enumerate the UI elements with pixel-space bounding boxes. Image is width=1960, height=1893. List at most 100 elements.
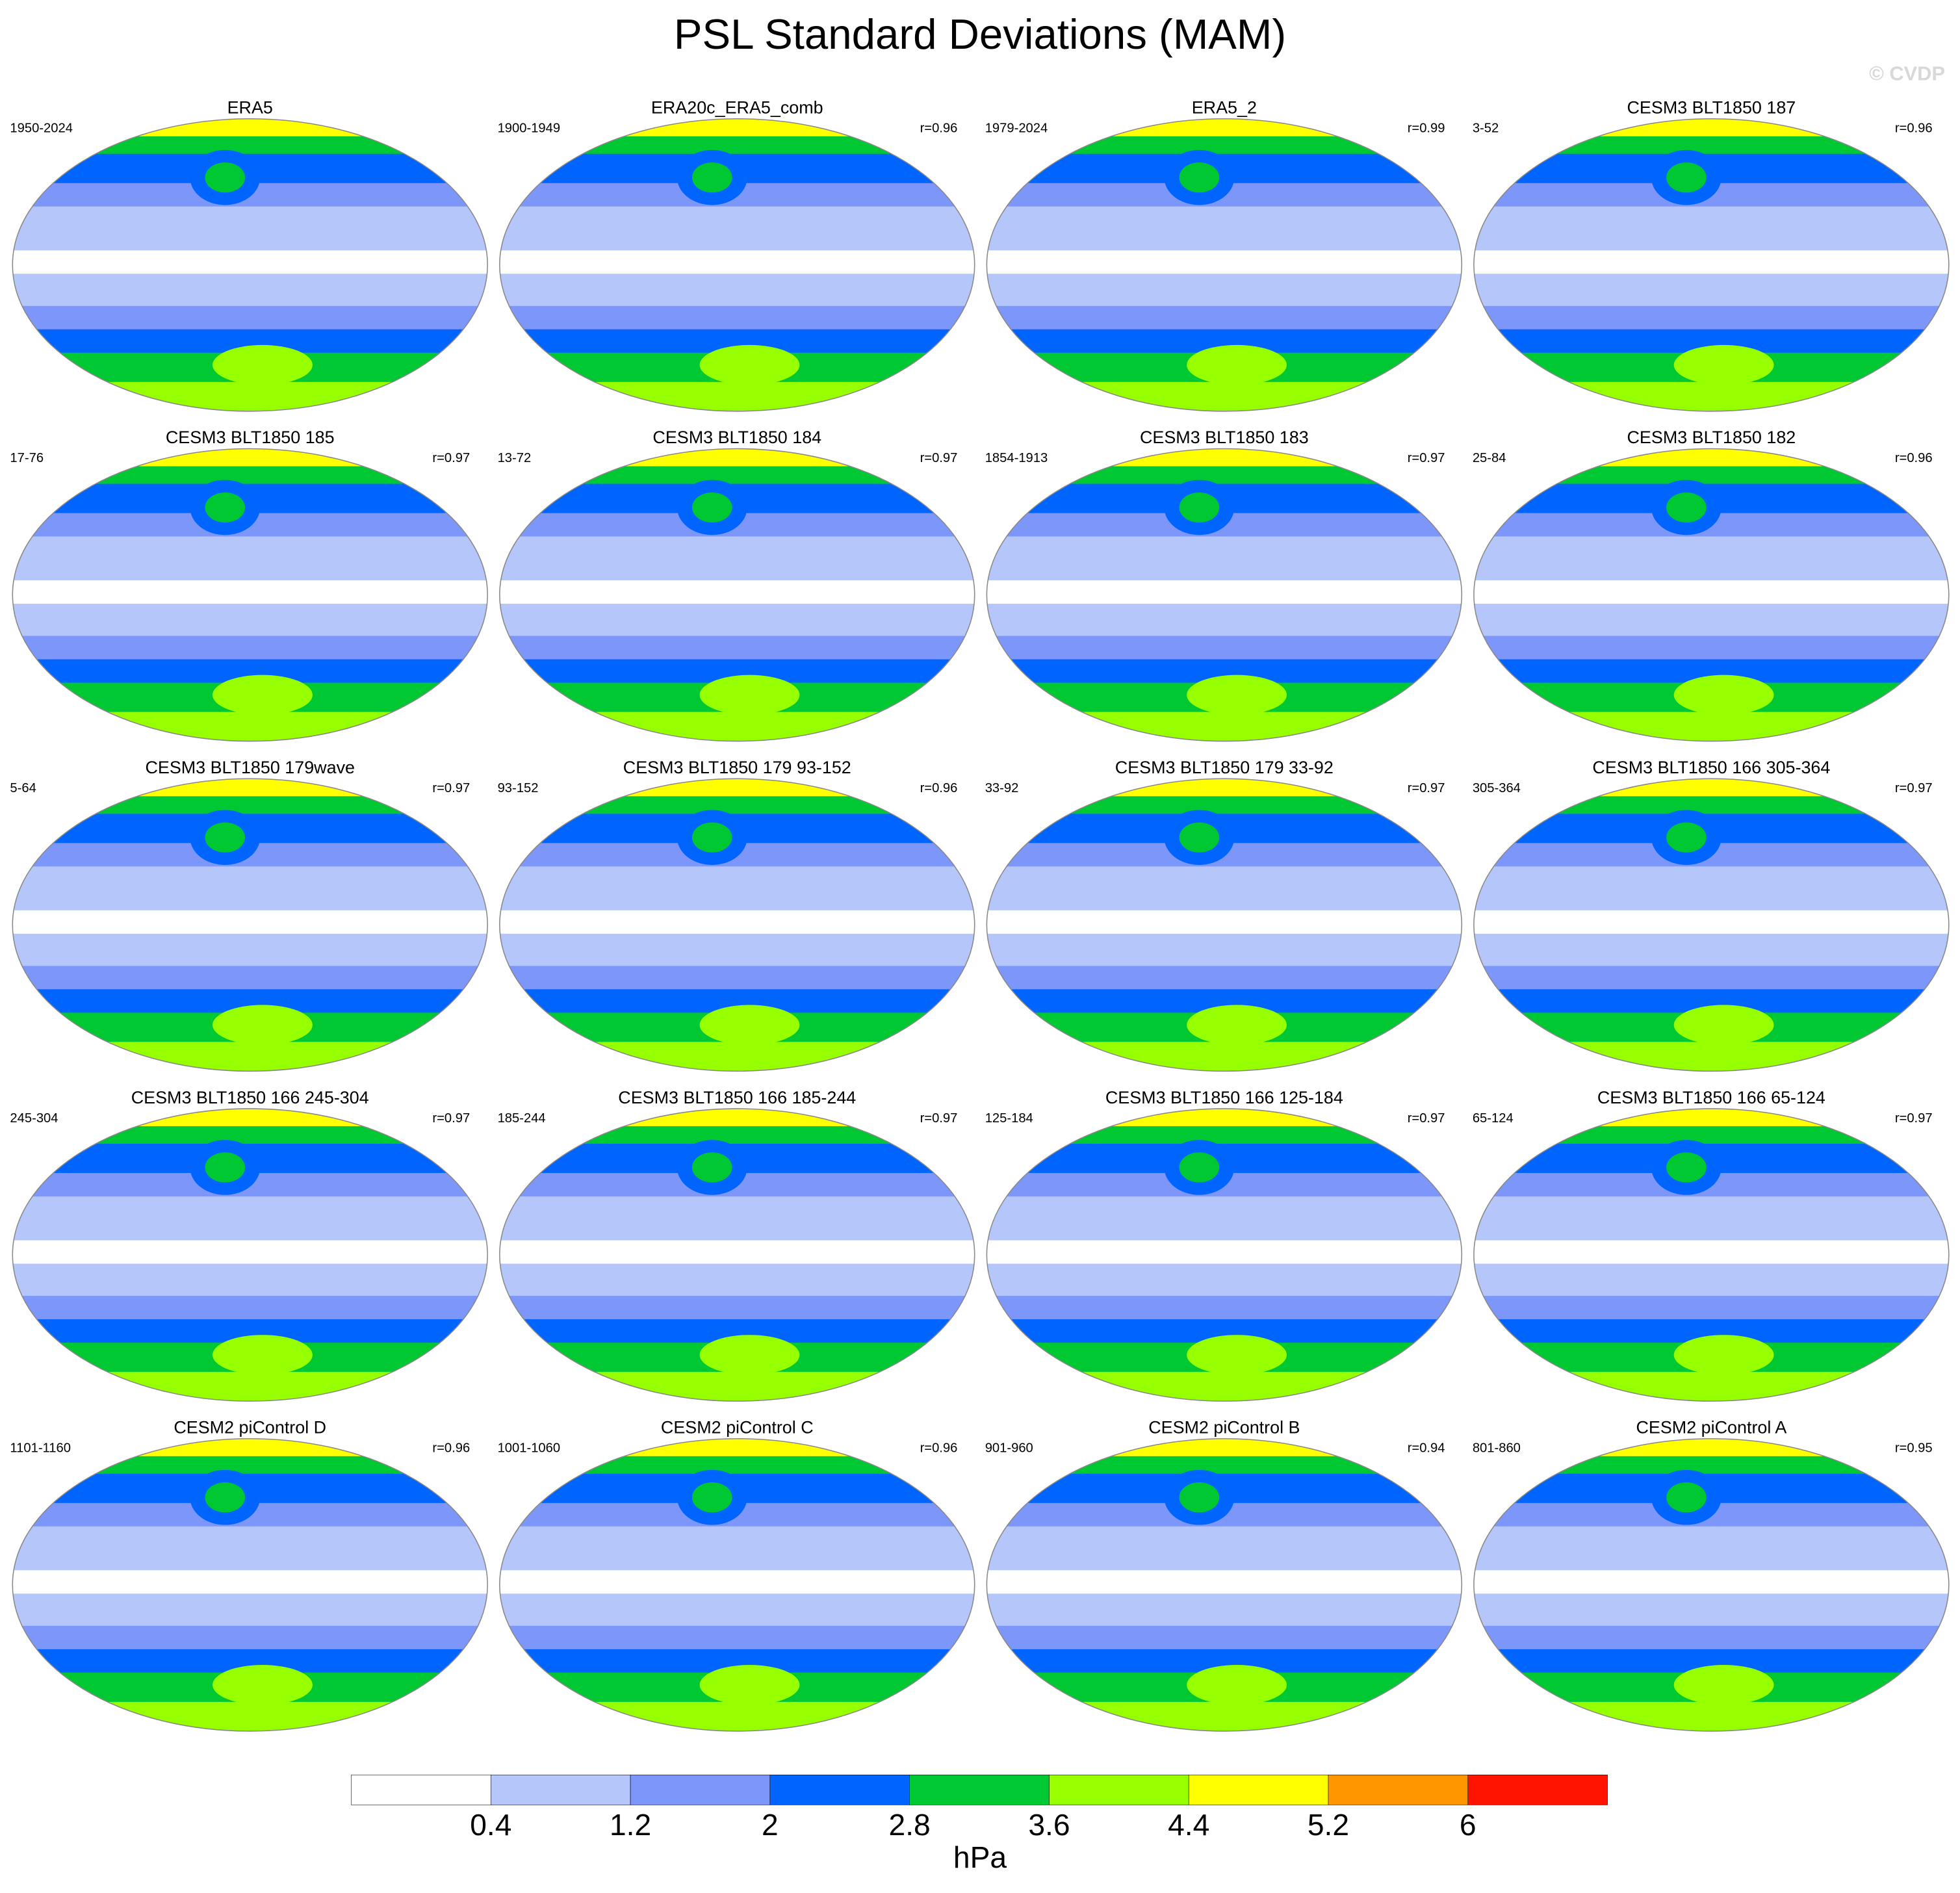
map-field bbox=[12, 118, 488, 411]
field-band bbox=[1473, 274, 1949, 307]
field-band bbox=[12, 779, 488, 797]
field-band bbox=[499, 1593, 975, 1627]
field-blob bbox=[1187, 1005, 1287, 1045]
field-band bbox=[1473, 966, 1949, 990]
colorbar-tick-label: 0.4 bbox=[470, 1808, 511, 1842]
field-blob bbox=[1673, 1664, 1774, 1705]
field-band bbox=[12, 636, 488, 660]
field-band bbox=[12, 466, 488, 485]
field-blob bbox=[692, 1152, 732, 1183]
field-band bbox=[12, 381, 488, 411]
map-panel: CESM3 BLT1850 183 1854-1913 r=0.97 bbox=[985, 428, 1463, 742]
field-band bbox=[1473, 1263, 1949, 1297]
field-band bbox=[1473, 381, 1949, 411]
panel-period: 1979-2024 bbox=[985, 121, 1048, 135]
panel-period: 65-124 bbox=[1473, 1111, 1514, 1126]
field-band bbox=[499, 933, 975, 967]
field-band bbox=[986, 1042, 1462, 1072]
field-band bbox=[1473, 250, 1949, 275]
map-outline bbox=[12, 118, 488, 412]
field-band bbox=[1473, 536, 1949, 581]
map-outline bbox=[12, 1438, 488, 1732]
panel-period: 125-184 bbox=[985, 1111, 1033, 1126]
panel-correlation: r=0.96 bbox=[432, 1441, 470, 1456]
field-blob bbox=[213, 344, 313, 385]
field-band bbox=[12, 250, 488, 275]
field-band bbox=[986, 1570, 1462, 1595]
map-outline bbox=[1473, 1438, 1950, 1732]
field-band bbox=[12, 910, 488, 934]
field-blob bbox=[1673, 1005, 1774, 1045]
map-outline bbox=[986, 1108, 1463, 1402]
map-outline bbox=[499, 448, 975, 742]
field-band bbox=[499, 796, 975, 815]
panel-correlation: r=0.97 bbox=[1408, 451, 1445, 465]
map-field bbox=[499, 1109, 975, 1402]
field-band bbox=[12, 1372, 488, 1402]
field-band bbox=[499, 1625, 975, 1650]
field-blob bbox=[692, 492, 732, 522]
field-band bbox=[499, 1438, 975, 1457]
panel-title: CESM3 BLT1850 185 bbox=[166, 428, 335, 447]
field-band bbox=[12, 1701, 488, 1731]
field-band bbox=[499, 536, 975, 581]
map-panel: CESM3 BLT1850 179wave 5-64 r=0.97 bbox=[10, 758, 488, 1072]
field-band bbox=[499, 1570, 975, 1595]
colorbar-tick-label: 1.2 bbox=[610, 1808, 651, 1842]
panel-title: ERA5 bbox=[227, 97, 273, 117]
panel-title: CESM3 BLT1850 166 125-184 bbox=[1105, 1088, 1343, 1107]
panel-period: 245-304 bbox=[10, 1111, 58, 1126]
field-band bbox=[499, 1372, 975, 1402]
field-band bbox=[499, 910, 975, 934]
field-blob bbox=[1187, 675, 1287, 715]
field-band bbox=[1473, 1593, 1949, 1627]
field-band bbox=[12, 580, 488, 605]
panel-correlation: r=0.97 bbox=[920, 451, 958, 465]
map-panel: CESM2 piControl D 1101-1160 r=0.96 bbox=[10, 1418, 488, 1732]
map-outline bbox=[986, 448, 1463, 742]
field-blob bbox=[205, 492, 246, 522]
panel-period: 1900-1949 bbox=[498, 121, 561, 135]
field-band bbox=[986, 118, 1462, 137]
field-blob bbox=[699, 1335, 800, 1375]
field-band bbox=[499, 466, 975, 485]
field-band bbox=[499, 636, 975, 660]
colorbar-box bbox=[769, 1774, 910, 1805]
field-band bbox=[1473, 1126, 1949, 1145]
colorbar-box bbox=[630, 1774, 771, 1805]
map-field bbox=[986, 1109, 1462, 1402]
field-blob bbox=[1673, 1335, 1774, 1375]
field-band bbox=[986, 1263, 1462, 1297]
field-band bbox=[1473, 206, 1949, 251]
field-band bbox=[12, 448, 488, 467]
panel-correlation: r=0.95 bbox=[1895, 1441, 1933, 1456]
panel-period: 1854-1913 bbox=[985, 451, 1048, 465]
field-band bbox=[1473, 466, 1949, 485]
field-band bbox=[986, 580, 1462, 605]
field-band bbox=[986, 536, 1462, 581]
map-outline bbox=[499, 1438, 975, 1732]
panel-period: 1950-2024 bbox=[10, 121, 73, 135]
field-band bbox=[499, 274, 975, 307]
panel-title: CESM3 BLT1850 179wave bbox=[145, 758, 355, 777]
colorbar-box bbox=[1049, 1774, 1189, 1805]
colorbar-box bbox=[351, 1774, 491, 1805]
field-blob bbox=[692, 822, 732, 853]
panel-title: ERA5_2 bbox=[1192, 97, 1257, 117]
field-band bbox=[499, 779, 975, 797]
field-band bbox=[1473, 1456, 1949, 1474]
colorbar-tick-label: 2 bbox=[762, 1808, 779, 1842]
panel-correlation: r=0.97 bbox=[920, 1111, 958, 1126]
panel-title: CESM3 BLT1850 179 93-152 bbox=[623, 758, 851, 777]
field-band bbox=[12, 933, 488, 967]
field-band bbox=[1473, 1570, 1949, 1595]
field-band bbox=[1473, 1240, 1949, 1265]
field-band bbox=[12, 1042, 488, 1072]
field-band bbox=[1473, 448, 1949, 467]
map-panel: CESM3 BLT1850 179 33-92 33-92 r=0.97 bbox=[985, 758, 1463, 1072]
map-field bbox=[1473, 1438, 1949, 1731]
field-band bbox=[499, 118, 975, 137]
field-blob bbox=[1666, 1482, 1707, 1513]
field-band bbox=[986, 1372, 1462, 1402]
field-band bbox=[499, 1109, 975, 1127]
